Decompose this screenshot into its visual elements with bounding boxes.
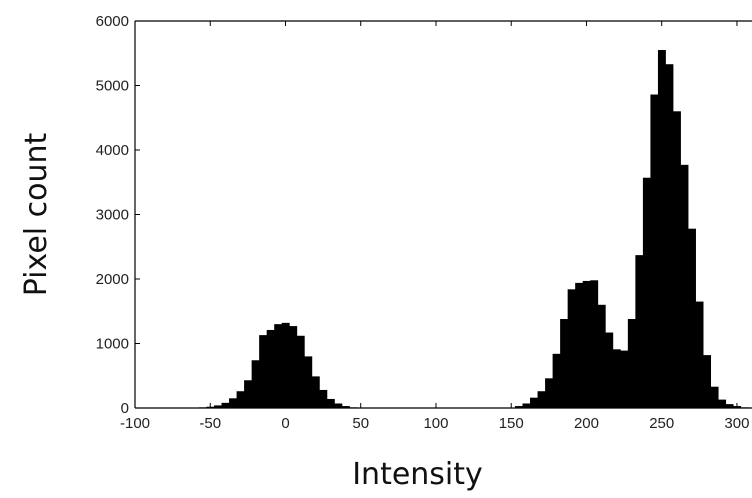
histogram-bar bbox=[605, 332, 614, 408]
x-axis-title: Intensity bbox=[352, 457, 483, 492]
histogram-bar bbox=[657, 50, 666, 409]
histogram-bar bbox=[710, 386, 719, 408]
histogram-bar bbox=[537, 391, 546, 408]
histogram-bar bbox=[296, 335, 305, 408]
y-tick-labels: 0 1000 2000 3000 4000 5000 6000 bbox=[96, 13, 129, 417]
histogram-bar bbox=[229, 398, 237, 408]
histogram-bar bbox=[725, 404, 734, 408]
x-tick-labels: -100 -50 0 50 100 150 200 250 300 bbox=[120, 415, 749, 432]
histogram-bar bbox=[575, 282, 584, 408]
histogram-bar bbox=[612, 349, 621, 408]
histogram-bar bbox=[703, 355, 712, 408]
x-tick-label: 300 bbox=[724, 415, 749, 432]
histogram-bar bbox=[665, 64, 674, 408]
histogram-bar bbox=[718, 399, 727, 408]
histogram-bar bbox=[214, 405, 222, 408]
histogram-bar bbox=[326, 398, 335, 408]
x-tick-label: -50 bbox=[199, 415, 221, 432]
histogram-bar bbox=[304, 356, 313, 408]
histogram-bar bbox=[545, 378, 554, 408]
histogram-bar bbox=[514, 406, 523, 408]
histogram-bar bbox=[259, 335, 268, 408]
histogram-bar bbox=[251, 360, 260, 408]
histogram-bars bbox=[191, 50, 752, 409]
histogram-bar bbox=[650, 94, 659, 408]
y-tick-label: 6000 bbox=[96, 13, 129, 30]
histogram-bar bbox=[522, 403, 531, 408]
histogram-bar bbox=[341, 406, 350, 408]
y-tick-label: 3000 bbox=[96, 207, 129, 224]
x-tick-label: 100 bbox=[423, 415, 448, 432]
histogram-bar bbox=[266, 329, 275, 408]
histogram-bar bbox=[688, 228, 696, 408]
histogram-bar bbox=[680, 164, 689, 408]
y-tick-label: 5000 bbox=[96, 78, 129, 95]
histogram-bar bbox=[274, 324, 283, 408]
histogram-bar bbox=[672, 111, 681, 409]
x-tick-label: 0 bbox=[281, 415, 289, 432]
histogram-bar bbox=[552, 353, 561, 408]
histogram-bar bbox=[289, 326, 298, 408]
x-tick-label: -100 bbox=[120, 415, 150, 432]
x-tick-label: 200 bbox=[574, 415, 599, 432]
histogram-bar bbox=[560, 318, 569, 408]
y-axis-title: Pixel count bbox=[19, 132, 54, 296]
histogram-bar bbox=[627, 318, 636, 408]
histogram-bar bbox=[567, 289, 576, 408]
histogram-bar bbox=[590, 280, 599, 408]
y-tick-label: 1000 bbox=[96, 336, 129, 353]
histogram-bar bbox=[281, 322, 290, 408]
histogram-bar bbox=[319, 389, 328, 408]
y-tick-label: 2000 bbox=[96, 271, 129, 288]
y-tick-label: 4000 bbox=[96, 142, 129, 159]
histogram-bar bbox=[221, 402, 230, 408]
histogram-bar bbox=[620, 350, 629, 408]
histogram-bar bbox=[642, 177, 651, 408]
x-tick-label: 150 bbox=[499, 415, 524, 432]
histogram-bar bbox=[695, 301, 704, 408]
histogram-bar bbox=[582, 280, 591, 408]
histogram-bar bbox=[334, 403, 343, 408]
histogram-bar bbox=[311, 376, 320, 408]
y-tick-label: 0 bbox=[121, 400, 129, 417]
histogram-bar bbox=[236, 391, 245, 408]
x-tick-label: 50 bbox=[352, 415, 369, 432]
histogram-bar bbox=[244, 380, 253, 408]
histogram-bar bbox=[530, 397, 538, 408]
x-tick-label: 250 bbox=[649, 415, 674, 432]
histogram-bar bbox=[635, 255, 644, 408]
histogram-bar bbox=[597, 304, 606, 408]
